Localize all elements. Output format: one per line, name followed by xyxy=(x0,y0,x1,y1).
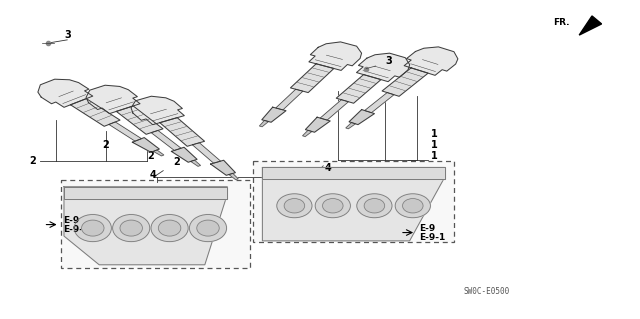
Polygon shape xyxy=(132,137,159,152)
Text: 1: 1 xyxy=(431,151,438,161)
Polygon shape xyxy=(154,150,164,156)
Polygon shape xyxy=(172,147,197,162)
Text: 2: 2 xyxy=(147,151,154,161)
Ellipse shape xyxy=(159,220,181,236)
Ellipse shape xyxy=(189,214,227,242)
Polygon shape xyxy=(151,130,181,151)
Text: 4: 4 xyxy=(150,170,157,180)
Polygon shape xyxy=(291,64,334,93)
Polygon shape xyxy=(303,130,312,137)
Ellipse shape xyxy=(120,220,142,236)
Text: 2: 2 xyxy=(29,156,36,166)
Polygon shape xyxy=(259,121,269,127)
Polygon shape xyxy=(320,100,348,120)
Polygon shape xyxy=(131,96,184,125)
Text: E-9: E-9 xyxy=(419,224,435,233)
Polygon shape xyxy=(193,143,221,163)
Text: 2: 2 xyxy=(102,140,109,150)
Ellipse shape xyxy=(323,198,343,213)
Ellipse shape xyxy=(82,220,104,236)
Text: 1: 1 xyxy=(431,140,438,150)
Ellipse shape xyxy=(197,220,219,236)
Polygon shape xyxy=(64,187,227,199)
Polygon shape xyxy=(276,89,303,110)
Text: 3: 3 xyxy=(385,56,392,66)
Polygon shape xyxy=(309,42,362,70)
Text: FR.: FR. xyxy=(554,18,570,27)
Ellipse shape xyxy=(277,194,312,218)
Polygon shape xyxy=(70,99,120,126)
Ellipse shape xyxy=(74,214,111,242)
Polygon shape xyxy=(211,160,236,175)
Text: SW0C-E0500: SW0C-E0500 xyxy=(463,287,509,296)
Polygon shape xyxy=(356,53,410,82)
Ellipse shape xyxy=(396,194,431,218)
Text: E-9-1: E-9-1 xyxy=(63,225,89,234)
Text: 3: 3 xyxy=(64,30,71,40)
Polygon shape xyxy=(365,93,394,113)
Ellipse shape xyxy=(315,194,351,218)
Text: E-9-1: E-9-1 xyxy=(419,233,445,241)
Polygon shape xyxy=(404,47,458,75)
Bar xyxy=(61,180,250,268)
Polygon shape xyxy=(64,187,227,265)
Polygon shape xyxy=(38,79,93,107)
Polygon shape xyxy=(349,110,374,125)
Polygon shape xyxy=(579,16,602,35)
Polygon shape xyxy=(109,122,141,141)
Ellipse shape xyxy=(151,214,188,242)
Ellipse shape xyxy=(113,214,150,242)
Polygon shape xyxy=(382,68,428,96)
Polygon shape xyxy=(262,107,286,122)
Polygon shape xyxy=(116,106,163,134)
Ellipse shape xyxy=(284,198,305,213)
Polygon shape xyxy=(191,160,200,166)
Polygon shape xyxy=(160,118,205,146)
Polygon shape xyxy=(305,117,330,132)
Ellipse shape xyxy=(357,194,392,218)
Text: E-9: E-9 xyxy=(63,216,79,225)
Text: 4: 4 xyxy=(325,163,332,174)
Polygon shape xyxy=(86,85,140,114)
Polygon shape xyxy=(346,122,355,129)
Ellipse shape xyxy=(403,198,423,213)
Polygon shape xyxy=(262,167,445,241)
Text: 2: 2 xyxy=(173,157,180,167)
Ellipse shape xyxy=(364,198,385,213)
Polygon shape xyxy=(262,167,445,179)
Text: 1: 1 xyxy=(431,129,438,139)
Bar xyxy=(253,161,454,242)
Polygon shape xyxy=(336,75,381,103)
Polygon shape xyxy=(229,174,238,180)
